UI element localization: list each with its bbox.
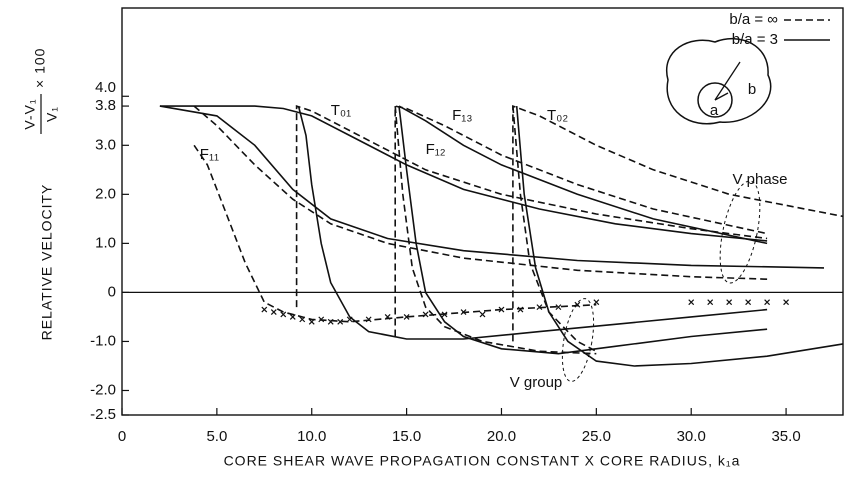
inset-radius-a xyxy=(714,92,729,101)
y-tick-label: 0 xyxy=(108,283,116,300)
data-point xyxy=(327,318,334,325)
x-axis-label: CORE SHEAR WAVE PROPAGATION CONSTANT X C… xyxy=(224,453,741,469)
data-point xyxy=(783,299,790,306)
data-point xyxy=(498,306,505,313)
y-tick-label: 2.0 xyxy=(95,185,116,202)
y-tick-label: 4.0 xyxy=(95,79,116,96)
curve xyxy=(398,106,768,355)
legend-label: b/a = 3 xyxy=(732,31,778,48)
data-point xyxy=(441,311,448,318)
phase-ellipse xyxy=(719,180,761,284)
curve xyxy=(193,105,768,280)
y-tick-label: -1.0 xyxy=(90,332,116,349)
data-point xyxy=(318,316,325,323)
x-tick-label: 0 xyxy=(118,428,126,445)
data-point xyxy=(688,299,695,306)
curve xyxy=(512,106,597,353)
y-formula-numerator: V-V₁ xyxy=(22,98,38,129)
inset-label-a: a xyxy=(710,102,719,119)
y-tick-label: 3.0 xyxy=(95,136,116,153)
curve xyxy=(394,105,768,337)
x-tick-label: 5.0 xyxy=(206,428,227,445)
data-point xyxy=(280,311,287,318)
curve-label: T₀₁ xyxy=(331,102,351,119)
phase-label: V phase xyxy=(732,171,787,188)
x-tick-label: 15.0 xyxy=(392,428,421,445)
curve xyxy=(193,144,597,323)
curve xyxy=(159,105,768,242)
x-tick-label: 35.0 xyxy=(771,428,800,445)
data-point xyxy=(555,304,562,311)
curve xyxy=(297,105,768,340)
x-tick-label: 20.0 xyxy=(487,428,516,445)
curve-label: F₁₃ xyxy=(452,107,472,124)
y-formula-denominator: V₁ xyxy=(44,106,60,122)
curve xyxy=(159,105,825,269)
data-point xyxy=(764,299,771,306)
data-point xyxy=(337,318,344,325)
y-axis-label: RELATIVE VELOCITY xyxy=(39,184,55,341)
y-formula-factor: × 100 xyxy=(32,48,48,88)
data-point xyxy=(574,301,581,308)
x-tick-label: 25.0 xyxy=(582,428,611,445)
legend-label: b/a = ∞ xyxy=(729,11,778,28)
group-label: V group xyxy=(510,374,563,391)
data-point xyxy=(745,299,752,306)
data-point xyxy=(261,306,268,313)
y-tick-label: 3.8 xyxy=(95,97,116,114)
group-ellipse xyxy=(561,298,595,382)
y-tick-label: -2.0 xyxy=(90,381,116,398)
curve xyxy=(295,104,768,308)
x-tick-label: 30.0 xyxy=(677,428,706,445)
y-axis-label-group: RELATIVE VELOCITY xyxy=(39,184,55,341)
data-point xyxy=(707,299,714,306)
data-point xyxy=(593,299,600,306)
data-point xyxy=(726,299,733,306)
curve xyxy=(515,106,844,367)
curve-label: F₁₁ xyxy=(200,146,219,163)
inset-core xyxy=(697,82,733,118)
data-point xyxy=(403,314,410,320)
y-tick-label: -2.5 xyxy=(90,406,116,423)
data-point xyxy=(346,316,353,323)
data-point xyxy=(422,311,429,318)
inset-outline xyxy=(665,37,772,125)
data-point xyxy=(299,316,306,323)
y-formula: V-V₁ V₁ × 100 xyxy=(22,48,60,134)
curve-label: F₁₂ xyxy=(426,141,446,158)
data-point xyxy=(384,314,391,320)
curve xyxy=(394,106,597,355)
data-point xyxy=(289,314,296,320)
data-point xyxy=(536,304,543,311)
data-point xyxy=(308,318,315,325)
plot-frame xyxy=(121,7,844,416)
y-tick-label: 1.0 xyxy=(95,234,116,251)
inset-label-b: b xyxy=(748,81,756,98)
x-tick-label: 10.0 xyxy=(297,428,326,445)
data-point xyxy=(517,306,524,313)
curve xyxy=(398,105,768,245)
data-point xyxy=(479,311,486,318)
inset-radius-b xyxy=(714,61,741,101)
curve-label: T₀₂ xyxy=(547,107,568,124)
data-point xyxy=(365,316,372,323)
data-point xyxy=(460,309,467,315)
data-point xyxy=(270,309,277,315)
